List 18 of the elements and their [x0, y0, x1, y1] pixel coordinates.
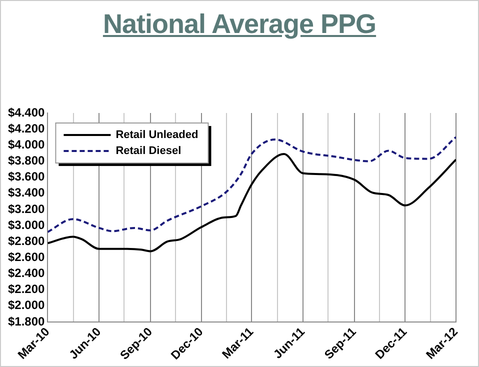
y-tick-label: $3.400	[8, 186, 46, 200]
line-series	[48, 152, 456, 252]
y-tick-label: $2.800	[8, 234, 46, 248]
y-tick-label: $3.200	[8, 202, 46, 216]
y-tick-label: $1.800	[8, 314, 46, 328]
y-tick-label: $3.000	[8, 218, 46, 232]
y-tick-label: $3.800	[8, 154, 46, 168]
y-tick-label: $4.200	[8, 121, 46, 136]
legend-label: Retail Unleaded	[116, 129, 198, 142]
legend-label: Retail Diesel	[116, 145, 182, 158]
y-tick-label: $3.600	[8, 170, 46, 184]
y-tick-label: $2.400	[8, 266, 46, 280]
chart-title: National Average PPG	[102, 9, 378, 40]
y-tick-label: $4.400	[8, 105, 46, 120]
y-tick-label: $2.600	[8, 250, 46, 264]
y-tick-label: $2.000	[8, 298, 46, 312]
y-tick-label: $4.000	[8, 137, 46, 152]
y-tick-label: $2.200	[8, 282, 46, 296]
